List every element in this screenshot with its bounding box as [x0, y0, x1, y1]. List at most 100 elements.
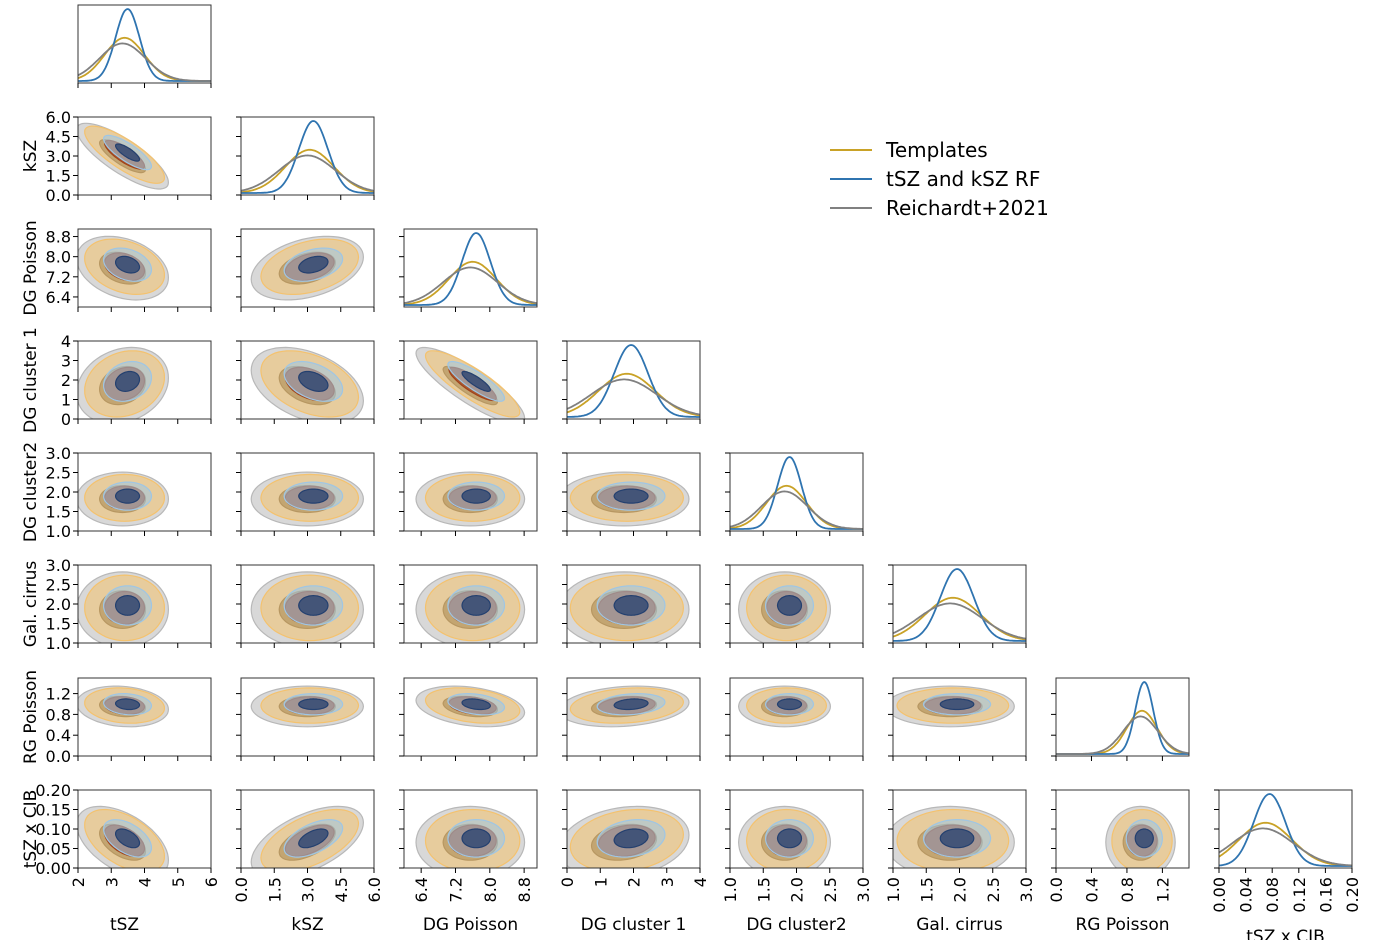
y-tick-label: 0.20: [35, 781, 71, 800]
y-tick-label: 3.0: [46, 444, 71, 463]
y-tick-label: 2.5: [46, 576, 71, 595]
y-tick-label: 1.0: [46, 522, 71, 541]
panel-content: [893, 568, 1026, 642]
contour-tsz-and-ksz-rf-inner: [613, 594, 649, 616]
x-tick-label: 1: [591, 877, 610, 887]
panel-frame: [77, 4, 212, 84]
x-axis-label-tsz-x-cib: tSZ x CIB: [1246, 927, 1325, 940]
panel-tsz-x-cib-vs-dg-poisson: 6.4 7.2 8.0 8.8 DG Poisson: [399, 789, 538, 935]
contour-tsz-and-ksz-rf-inner: [298, 594, 329, 616]
contour-tsz-and-ksz-rf-inner: [115, 143, 141, 162]
x-tick-label: 0.16: [1316, 877, 1335, 913]
y-tick-label: 0.4: [46, 726, 71, 745]
legend-label-templates: Templates: [885, 138, 988, 162]
x-tick-label: 0.12: [1290, 877, 1309, 913]
panel-content: [250, 471, 365, 527]
panel-frame: [1218, 789, 1353, 869]
panel-content: [415, 346, 526, 419]
x-tick-label: 1.5: [265, 877, 284, 902]
x-tick-label: 0.0: [232, 877, 251, 902]
contour-tsz-and-ksz-rf-inner: [115, 698, 141, 711]
panel-gal-cirrus-vs-dg-poisson: [399, 564, 538, 648]
y-tick-label: 8.8: [46, 228, 71, 247]
x-tick-label: 0.00: [1210, 877, 1229, 913]
panel-tsz-x-cib-vs-tsz-x-cib: 0.00 0.04 0.08 0.12 0.16 0.20 tSZ x CIB: [1210, 789, 1362, 940]
panel-ksz-vs-ksz: [236, 116, 375, 200]
x-tick-label: 5: [169, 877, 188, 887]
x-tick-label: 0: [558, 877, 577, 887]
panel-content: [567, 685, 690, 728]
x-tick-label: 4: [691, 877, 710, 887]
panel-content: [415, 685, 526, 728]
contour-tsz-and-ksz-rf-inner: [1134, 828, 1154, 849]
panel-dg-cluster2-vs-dg-cluster-1: [562, 452, 701, 536]
y-tick-label: 1.0: [46, 634, 71, 653]
panel-frame: [403, 677, 538, 757]
contour-tsz-and-ksz-rf-inner: [298, 488, 329, 504]
x-tick-label: 2: [625, 877, 644, 887]
contour-tsz-and-ksz-rf-inner: [613, 828, 649, 849]
y-tick-label: 8.0: [46, 248, 71, 267]
y-tick-label: 0.0: [46, 747, 71, 766]
panel-content: [250, 805, 365, 868]
marginal-curve-reichardt-2021: [730, 490, 863, 530]
panel-dg-poisson-vs-dg-poisson: [399, 228, 538, 312]
panel-gal-cirrus-vs-ksz: [236, 564, 375, 648]
y-tick-label: 4: [61, 332, 71, 351]
marginal-curve-templates: [567, 372, 700, 417]
panel-dg-cluster2-vs-dg-poisson: [399, 452, 538, 536]
panel-rg-poisson-vs-gal-cirrus: [888, 677, 1027, 761]
marginal-curve-tsz-and-ksz-rf: [893, 568, 1026, 642]
panel-dg-cluster2-vs-tsz: 1.01.52.02.53.0 DG cluster2: [21, 442, 212, 542]
y-tick-label: 1.5: [46, 615, 71, 634]
panel-content: [737, 571, 832, 643]
x-tick-label: 1.5: [754, 877, 773, 902]
panel-content: [250, 346, 365, 419]
x-axis-label-dg-cluster2: DG cluster2: [746, 915, 846, 935]
panel-gal-cirrus-vs-dg-cluster2: [725, 564, 864, 648]
marginal-curve-templates: [730, 484, 863, 530]
panel-content: [1056, 681, 1189, 755]
legend-label-rf: tSZ and kSZ RF: [886, 167, 1040, 191]
panel-tsz-x-cib-vs-tsz: 2 3 4 5 6 0.000.050.100.150.20 tSZ tSZ x CIB: [21, 781, 221, 935]
x-axis-label-ksz: kSZ: [291, 915, 323, 935]
marginal-curve-reichardt-2021: [893, 602, 1026, 640]
x-axis-label-dg-cluster-1: DG cluster 1: [581, 915, 687, 935]
panel-content: [1219, 793, 1352, 867]
panel-content: [737, 685, 832, 728]
y-axis-label-dg-cluster2: DG cluster2: [21, 442, 41, 542]
contour-tsz-and-ksz-rf-inner: [298, 370, 329, 393]
panel-frame: [1055, 677, 1190, 757]
panel-dg-cluster2-vs-dg-cluster2: [725, 452, 864, 536]
y-axis-label-tsz-x-cib: tSZ x CIB: [21, 790, 41, 869]
y-tick-label: 3: [61, 352, 71, 371]
panel-content: [78, 805, 170, 868]
y-tick-label: 1.2: [46, 685, 71, 704]
panel-content: [415, 571, 526, 643]
panel-tsz-x-cib-vs-rg-poisson: 0.0 0.4 0.8 1.2 RG Poisson: [1047, 789, 1190, 935]
contour-tsz-and-ksz-rf-inner: [461, 488, 491, 504]
contour-tsz-and-ksz-rf-inner: [298, 698, 329, 711]
panel-frame: [566, 340, 701, 420]
contour-tsz-and-ksz-rf-inner: [461, 594, 491, 616]
y-tick-label: 2.5: [46, 464, 71, 483]
marginal-curve-tsz-and-ksz-rf: [241, 120, 374, 194]
panel-dg-poisson-vs-ksz: [236, 228, 375, 312]
y-axis-label-ksz: kSZ: [21, 140, 41, 172]
panel-gal-cirrus-vs-dg-cluster-1: [562, 564, 701, 648]
panel-dg-cluster2-vs-ksz: [236, 452, 375, 536]
panel-rg-poisson-vs-dg-cluster-1: [562, 677, 701, 761]
panel-tsz-x-cib-vs-ksz: 0.0 1.5 3.0 4.5 6.0 kSZ: [232, 789, 384, 935]
x-axis-label-rg-poisson: RG Poisson: [1075, 915, 1169, 935]
panel-content: [567, 471, 690, 527]
x-tick-label: 4.5: [332, 877, 351, 902]
x-tick-label: 1.5: [917, 877, 936, 902]
panel-content: [250, 235, 365, 301]
contour-tsz-and-ksz-rf-inner: [115, 594, 141, 616]
x-tick-label: 3.0: [1017, 877, 1036, 902]
panel-dg-cluster-1-vs-dg-poisson: [399, 340, 538, 424]
panel-dg-poisson-vs-tsz: 6.47.28.08.8 DG Poisson: [21, 220, 212, 316]
